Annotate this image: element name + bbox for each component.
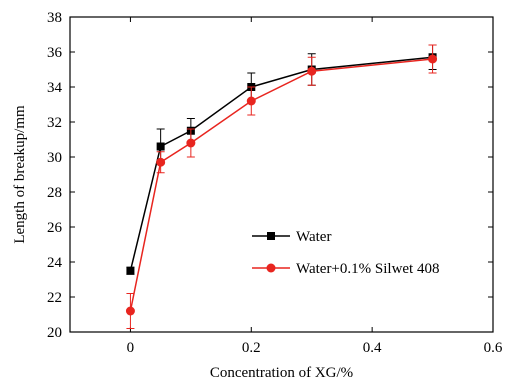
y-axis-title: Length of breakup/mm xyxy=(12,105,28,244)
legend: Water Water+0.1% Silwet 408 xyxy=(252,229,439,277)
series-line xyxy=(129,56,433,271)
series-water xyxy=(126,44,437,275)
series-water-silwet xyxy=(125,44,438,329)
y-tick-label: 20 xyxy=(47,325,62,341)
data-point xyxy=(186,138,196,148)
plot-frame xyxy=(69,16,494,333)
y-tick-label: 22 xyxy=(47,290,62,306)
x-tick-label: 0.4 xyxy=(363,340,382,356)
y-tick-label: 32 xyxy=(47,115,62,131)
y-tick-label: 28 xyxy=(47,185,62,201)
legend-marker xyxy=(267,232,275,240)
x-tick-label: 0.6 xyxy=(484,340,503,356)
data-point xyxy=(156,142,165,151)
legend-label: Water xyxy=(296,229,331,245)
series-layer xyxy=(125,44,438,329)
data-point xyxy=(125,306,135,316)
data-point xyxy=(126,266,135,275)
legend-entry: Water xyxy=(252,229,331,245)
y-tick-label: 24 xyxy=(47,255,63,271)
y-tick-label: 34 xyxy=(47,80,63,96)
x-tick-label: 0.2 xyxy=(242,340,261,356)
legend-marker xyxy=(266,263,276,273)
data-point xyxy=(246,96,256,106)
x-axis-title: Concentration of XG/% xyxy=(210,365,353,381)
legend-label: Water+0.1% Silwet 408 xyxy=(296,261,439,277)
y-tick-label: 26 xyxy=(47,220,63,236)
data-point xyxy=(307,66,317,76)
data-point xyxy=(156,157,166,167)
y-axis-ticks: 20 22 24 26 28 30 32 34 36 38 xyxy=(47,10,493,341)
y-tick-label: 36 xyxy=(47,45,63,61)
y-tick-label: 30 xyxy=(47,150,62,166)
x-axis-ticks: 0 0.2 0.4 0.6 xyxy=(127,17,503,356)
y-tick-label: 38 xyxy=(47,10,62,26)
series-line xyxy=(129,58,433,312)
plot-border xyxy=(69,16,494,333)
data-point xyxy=(428,54,438,64)
legend-entry: Water+0.1% Silwet 408 xyxy=(252,261,439,277)
x-tick-label: 0 xyxy=(127,340,135,356)
